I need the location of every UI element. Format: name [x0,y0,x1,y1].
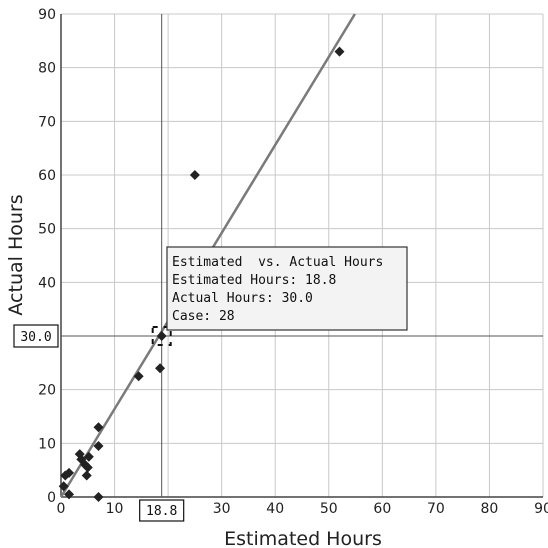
x-tick-label: 0 [57,501,66,517]
y-tick-label: 40 [38,275,56,291]
x-tick-label: 90 [534,501,548,517]
y-axis-title: Actual Hours [5,194,27,315]
y-tick-labels: 0102030405060708090 [38,7,56,506]
data-point[interactable] [82,462,93,473]
data-point[interactable] [334,46,345,57]
y-tick-label: 20 [38,383,56,399]
y-tick-label: 90 [38,7,56,23]
tooltip-line: Estimated vs. Actual Hours [172,255,383,270]
data-point[interactable] [133,371,144,382]
data-point[interactable] [83,451,94,462]
data-point[interactable] [156,331,167,341]
x-tick-label: 10 [106,501,124,517]
x-tick-label: 60 [373,501,391,517]
tooltip: Estimated vs. Actual Hours Estimated Hour… [166,246,408,331]
tooltip-line: Estimated Hours: 18.8 [172,273,336,288]
data-points [58,46,345,502]
data-point[interactable] [93,492,104,502]
data-point[interactable] [189,170,200,180]
data-point[interactable] [81,470,92,481]
x-tick-label: 80 [481,501,499,517]
crosshair-readouts: 18.8 30.0 [13,324,185,522]
data-point[interactable] [155,363,166,374]
y-tick-label: 60 [38,168,56,184]
x-tick-label: 70 [427,501,445,517]
tooltip-box [166,246,408,331]
y-tick-label: 10 [38,436,56,452]
y-tick-label: 0 [47,490,56,506]
y-readout: 30.0 [13,324,59,348]
data-point[interactable] [93,422,104,433]
x-tick-label: 50 [320,501,338,517]
data-point[interactable] [58,481,69,492]
x-tick-label: 40 [266,501,284,517]
x-readout-label: 18.8 [146,504,177,519]
tooltip-line: Case: 28 [172,309,235,324]
data-point[interactable] [64,489,75,500]
tooltip-line: Actual Hours: 30.0 [172,291,313,306]
y-tick-label: 70 [38,114,56,130]
y-tick-label: 50 [38,222,56,238]
crosshair [61,14,543,497]
x-tick-label: 30 [213,501,231,517]
x-tick-labels: 0102030405060708090 [57,501,548,517]
y-readout-label: 30.0 [20,330,51,345]
x-axis-title: Estimated Hours [224,528,382,548]
y-tick-label: 80 [38,61,56,77]
axes [60,14,543,498]
data-point[interactable] [93,441,104,452]
x-readout: 18.8 [139,499,185,522]
selection-box [151,326,172,346]
data-point[interactable] [64,467,75,478]
